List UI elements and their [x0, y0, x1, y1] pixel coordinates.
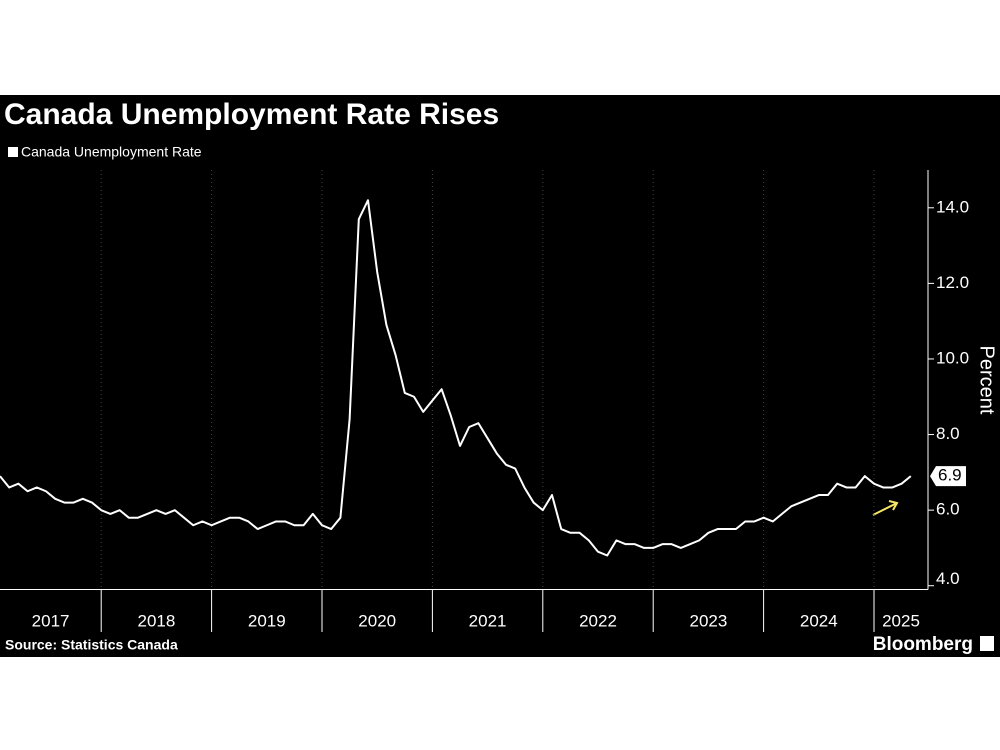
- y-tick-label: 10.0: [936, 348, 969, 367]
- x-tick-label: 2021: [469, 611, 507, 630]
- x-tick-label: 2017: [32, 611, 70, 630]
- x-tick-label: 2020: [358, 611, 396, 630]
- x-tick-label: 2019: [248, 611, 286, 630]
- y-tick-label: 12.0: [936, 273, 969, 292]
- logo: Bloomberg: [873, 634, 973, 655]
- chart-background: [0, 95, 1000, 657]
- logo-icon: [980, 636, 994, 651]
- y-tick-label: 6.0: [936, 500, 960, 519]
- chart-title: Canada Unemployment Rate Rises: [4, 98, 499, 131]
- x-tick-label: 2024: [800, 611, 838, 630]
- legend-label: Canada Unemployment Rate: [21, 144, 202, 160]
- source: Source: Statistics Canada: [5, 637, 178, 653]
- x-tick-label: 2023: [689, 611, 727, 630]
- last-value-label: 6.9: [938, 466, 962, 485]
- annotation-arrow: [872, 500, 899, 516]
- y-tick-label: 8.0: [936, 424, 960, 443]
- last-value-box: [930, 466, 966, 487]
- y-tick-label: 4.0: [936, 569, 960, 588]
- line-series: [0, 199, 912, 557]
- legend-swatch: [8, 147, 18, 157]
- y-tick-label: 14.0: [936, 197, 969, 216]
- y-axis-label: Percent: [976, 346, 998, 415]
- x-tick-label: 2022: [579, 611, 617, 630]
- x-tick-label: 2018: [137, 611, 175, 630]
- x-tick-label: 2025: [882, 611, 920, 630]
